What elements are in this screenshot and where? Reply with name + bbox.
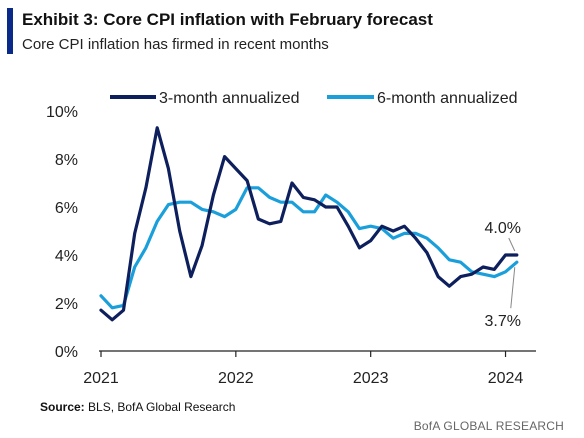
legend-label-6-month: 6-month annualized <box>377 90 518 107</box>
annotation-leader-3-month <box>508 237 516 252</box>
annotation-leader-6-month <box>510 267 516 309</box>
source-note: Source: BLS, BofA Global Research <box>40 400 235 414</box>
legend-label-3-month: 3-month annualized <box>159 90 300 107</box>
x-tick-label: 2024 <box>488 370 524 387</box>
axes: 0% 2% 4% 6% 8% 10% 2021 2022 2023 2024 <box>46 104 536 387</box>
x-tick-label: 2021 <box>83 370 119 387</box>
legend: 3-month annualized 6-month annualized <box>110 90 518 107</box>
title-accent-bar <box>7 8 13 54</box>
y-tick-label: 4% <box>55 248 78 265</box>
annotation-3-month-value: 4.0% <box>485 220 521 237</box>
chart-subtitle: Core CPI inflation has firmed in recent … <box>22 36 329 53</box>
source-label: Source: <box>40 400 85 414</box>
y-tick-label: 10% <box>46 104 78 121</box>
y-tick-label: 6% <box>55 200 78 217</box>
x-tick-label: 2023 <box>353 370 389 387</box>
annotations: 4.0% 3.7% <box>485 220 521 330</box>
x-tick-label: 2022 <box>218 370 254 387</box>
source-text: BLS, BofA Global Research <box>84 400 236 414</box>
series-layer <box>99 126 519 322</box>
series-line-3-month <box>99 126 519 322</box>
chart-title: Exhibit 3: Core CPI inflation with Febru… <box>22 10 433 29</box>
y-tick-label: 2% <box>55 296 78 313</box>
y-tick-label: 0% <box>55 344 78 361</box>
brand-footer: BofA GLOBAL RESEARCH <box>413 419 564 433</box>
y-tick-label: 8% <box>55 152 78 169</box>
series-line-6-month <box>99 186 519 310</box>
annotation-6-month-value: 3.7% <box>485 313 521 330</box>
